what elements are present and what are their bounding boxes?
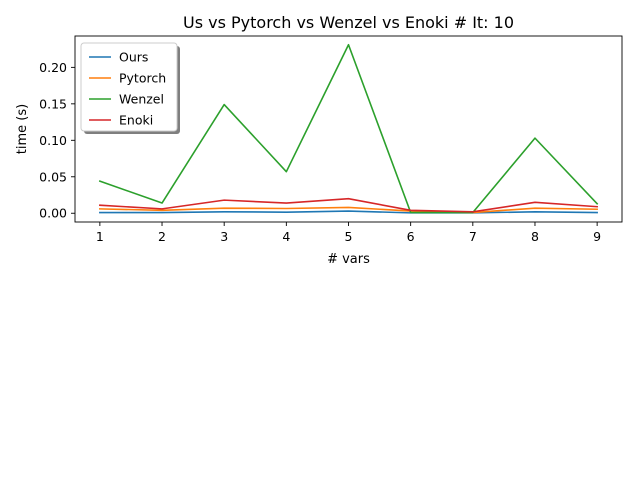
x-tick-label: 4 [282, 229, 290, 244]
x-axis-label: # vars [327, 252, 370, 267]
y-tick-label: 0.15 [39, 96, 67, 111]
legend-label-enoki: Enoki [119, 113, 153, 128]
x-tick-label: 9 [593, 229, 601, 244]
series-line-wenzel [98, 43, 599, 214]
y-tick-label: 0.00 [39, 206, 67, 221]
y-tick-label: 0.05 [39, 169, 67, 184]
chart-title: Us vs Pytorch vs Wenzel vs Enoki # It: 1… [183, 13, 514, 32]
series-line-enoki [99, 197, 598, 213]
series-line-pytorch [99, 206, 598, 214]
x-tick-label: 6 [407, 229, 415, 244]
legend: Ours Pytorch Wenzel Enoki [80, 42, 180, 134]
y-axis-label: time (s) [15, 104, 30, 154]
series-line-ours [99, 210, 598, 214]
x-tick-label: 3 [220, 229, 228, 244]
legend-label-pytorch: Pytorch [119, 71, 166, 86]
legend-label-ours: Ours [119, 50, 148, 65]
x-tick-label: 2 [158, 229, 166, 244]
y-tick-label: 0.10 [39, 133, 67, 148]
x-tick-label: 5 [345, 229, 353, 244]
plot-area [98, 43, 599, 214]
x-tick-label: 8 [531, 229, 539, 244]
x-tick-label: 7 [469, 229, 477, 244]
x-tick-label: 1 [96, 229, 104, 244]
y-tick-label: 0.20 [39, 60, 67, 75]
legend-box [80, 42, 178, 132]
legend-label-wenzel: Wenzel [119, 92, 164, 107]
axes: 1 2 3 4 5 6 7 8 9 0.00 0.05 0.10 0.15 0.20 [39, 35, 623, 244]
